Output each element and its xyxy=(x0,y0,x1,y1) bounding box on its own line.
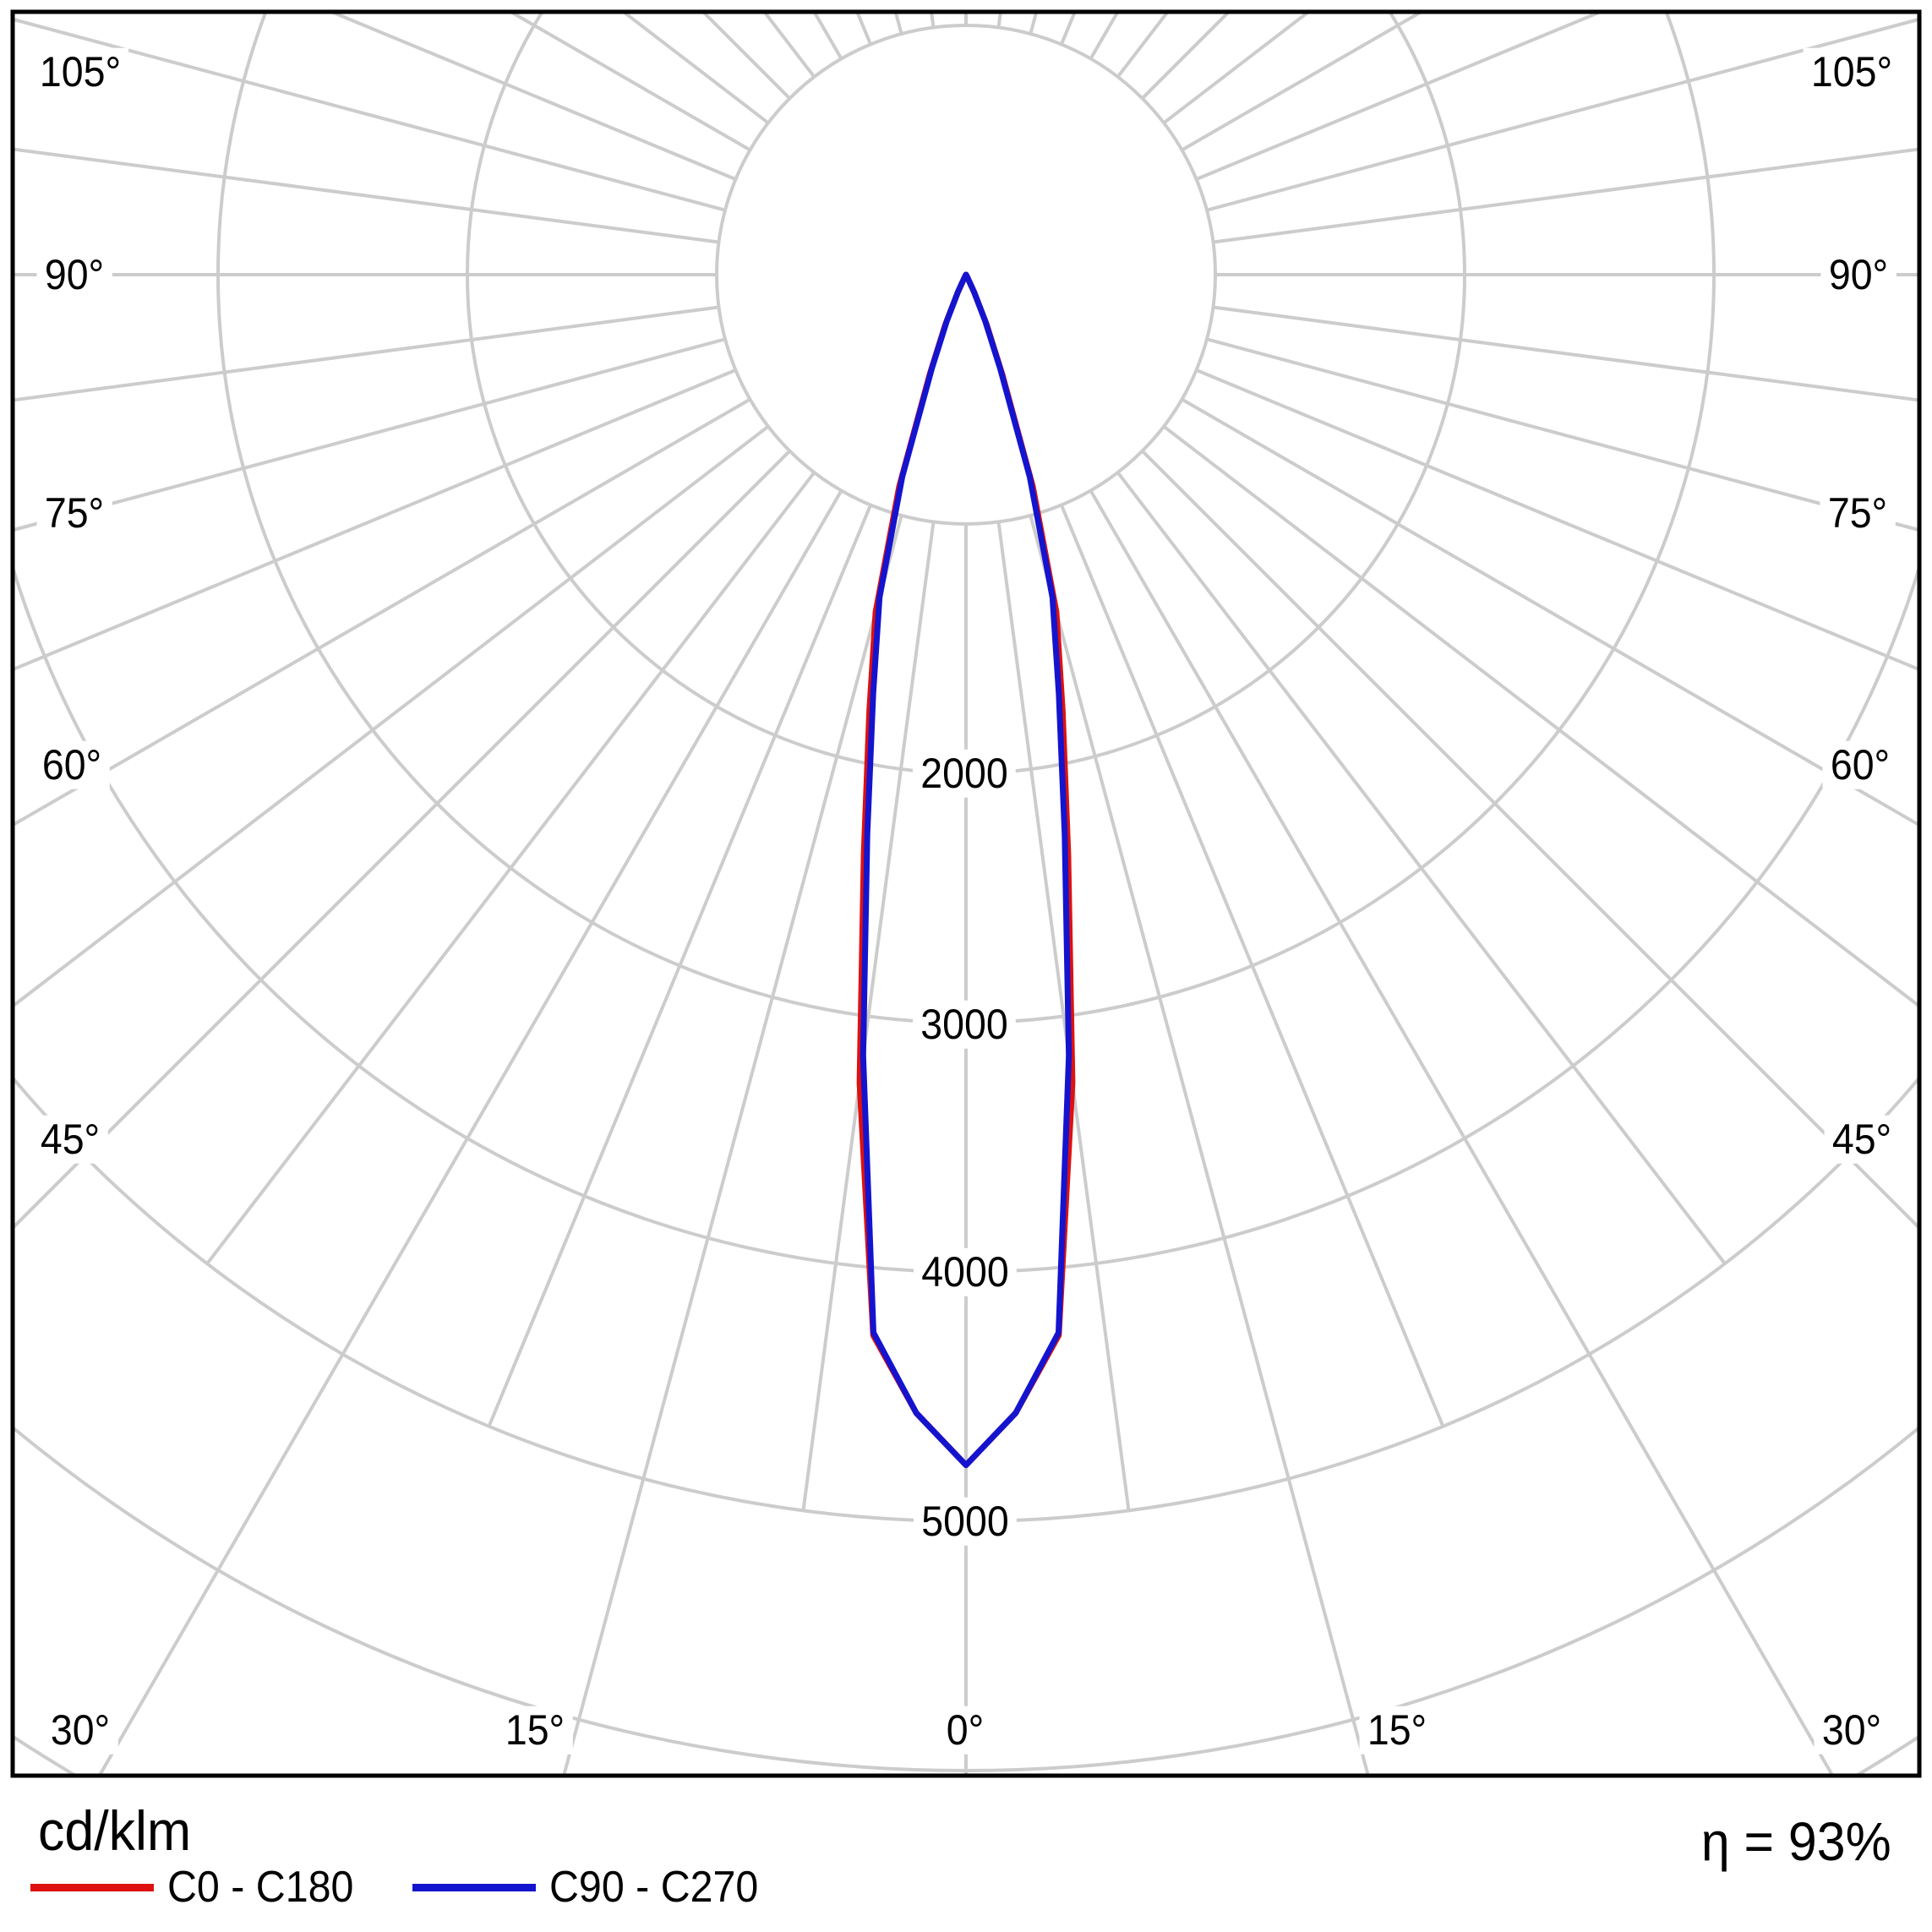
angle-tick-label: 75° xyxy=(36,488,112,538)
angle-tick-label: 90° xyxy=(1820,250,1897,299)
angle-tick-label: 75° xyxy=(1820,488,1896,538)
legend-label-c90-c270: C90 - C270 xyxy=(549,1863,759,1912)
angle-tick-label: 105° xyxy=(31,47,129,96)
angle-tick-label: 30° xyxy=(1814,1706,1890,1755)
legend-line-blue xyxy=(412,1883,536,1891)
radial-tick-label: 2000 xyxy=(912,749,1017,798)
angle-tick-label: 60° xyxy=(34,740,110,789)
legend-item-c90-c270: C90 - C270 xyxy=(412,1862,774,1913)
legend-item-c0-c180: C0 - C180 xyxy=(30,1862,368,1913)
angle-tick-label: 60° xyxy=(1822,740,1898,789)
angle-tick-label: 30° xyxy=(42,1706,118,1755)
angle-tick-label: 90° xyxy=(36,250,112,299)
angle-tick-label: 15° xyxy=(497,1706,573,1755)
radial-tick-label: 4000 xyxy=(913,1247,1018,1296)
angle-tick-label: 105° xyxy=(1803,47,1901,96)
radial-tick-label: 3000 xyxy=(912,1000,1017,1049)
angle-tick-label: 45° xyxy=(1824,1115,1900,1164)
angle-tick-label: 15° xyxy=(1359,1706,1435,1755)
legend-label-c0-c180: C0 - C180 xyxy=(167,1863,354,1912)
radial-tick-label: 5000 xyxy=(913,1497,1018,1546)
unit-label: cd/klm xyxy=(38,1799,192,1862)
angle-tick-label: 0° xyxy=(938,1706,992,1755)
legend-line-red xyxy=(30,1883,154,1891)
angle-tick-label: 45° xyxy=(32,1115,108,1164)
light-output-ratio-label: η = 93% xyxy=(1701,1811,1891,1872)
